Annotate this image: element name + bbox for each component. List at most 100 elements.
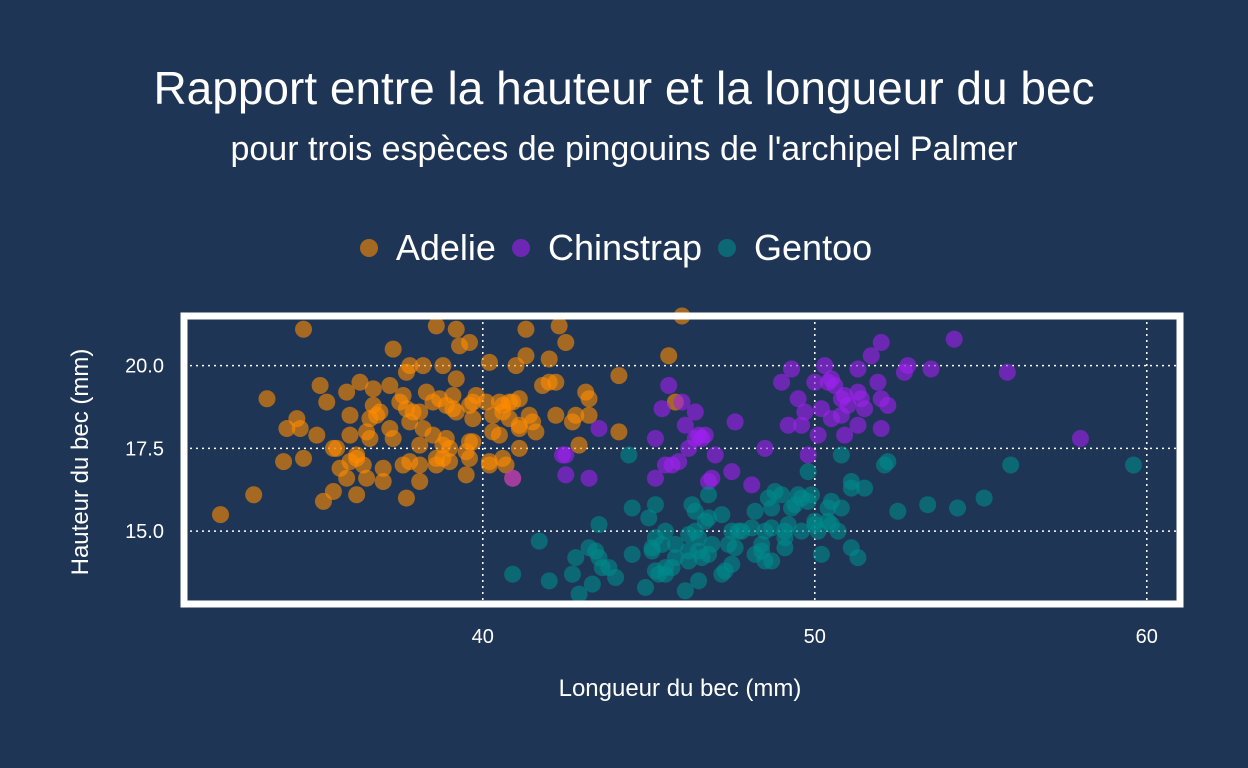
point-chinstrap xyxy=(783,360,801,378)
point-gentoo xyxy=(636,578,654,596)
point-chinstrap xyxy=(806,373,824,391)
point-adelie xyxy=(447,370,465,388)
point-chinstrap xyxy=(773,373,791,391)
point-gentoo xyxy=(656,522,674,540)
point-chinstrap xyxy=(756,439,774,457)
point-gentoo xyxy=(723,555,741,573)
point-adelie xyxy=(464,410,482,428)
point-adelie xyxy=(461,449,479,467)
point-chinstrap xyxy=(872,420,890,438)
point-gentoo xyxy=(583,575,601,593)
point-adelie xyxy=(547,406,565,424)
y-tick-label: 17.5 xyxy=(125,438,164,460)
point-adelie xyxy=(510,439,528,457)
point-chinstrap xyxy=(809,426,827,444)
point-gentoo xyxy=(653,535,671,553)
point-gentoo xyxy=(700,486,718,504)
point-gentoo xyxy=(607,569,625,587)
point-adelie xyxy=(348,486,366,504)
point-gentoo xyxy=(832,499,850,517)
x-tick-label: 60 xyxy=(1136,626,1158,648)
point-adelie xyxy=(447,403,465,421)
point-adelie xyxy=(374,473,392,491)
point-chinstrap xyxy=(849,360,867,378)
point-adelie xyxy=(580,406,598,424)
point-gentoo xyxy=(700,509,718,527)
point-gentoo xyxy=(666,549,684,567)
point-chinstrap xyxy=(789,390,807,408)
point-adelie xyxy=(527,423,545,441)
point-gentoo xyxy=(540,572,558,590)
point-adelie xyxy=(328,439,346,457)
point-adelie xyxy=(401,357,419,375)
point-adelie xyxy=(338,383,356,401)
chart-subtitle: pour trois espèces de pingouins de l'arc… xyxy=(230,130,1018,168)
point-adelie xyxy=(245,486,263,504)
point-gentoo xyxy=(949,499,967,517)
point-adelie xyxy=(324,482,342,500)
point-adelie xyxy=(480,353,498,371)
legend-key-adelie xyxy=(359,239,378,257)
point-adelie xyxy=(447,320,465,338)
point-adelie xyxy=(318,393,336,411)
point-adelie xyxy=(517,347,535,365)
point-chinstrap xyxy=(726,413,744,431)
point-gentoo xyxy=(567,549,585,567)
point-gentoo xyxy=(743,519,761,537)
point-chinstrap xyxy=(779,416,797,434)
x-tick-label: 50 xyxy=(804,626,826,648)
point-chinstrap xyxy=(856,400,874,418)
x-axis-ticks: 40 50 60 xyxy=(472,626,1158,648)
point-gentoo xyxy=(504,565,522,583)
point-adelie xyxy=(480,453,498,471)
point-adelie xyxy=(384,340,402,358)
legend: Adelie Chinstrap Gentoo xyxy=(0,224,1248,272)
point-gentoo xyxy=(919,496,937,514)
point-chinstrap xyxy=(796,403,814,421)
point-adelie xyxy=(540,350,558,368)
point-chinstrap xyxy=(862,347,880,365)
point-adelie xyxy=(434,357,452,375)
point-chinstrap xyxy=(723,463,741,481)
point-adelie xyxy=(358,469,376,487)
point-gentoo xyxy=(799,463,817,481)
point-chinstrap xyxy=(646,429,664,447)
legend-item-chinstrap: Chinstrap xyxy=(511,224,702,272)
point-adelie xyxy=(295,320,313,338)
point-chinstrap xyxy=(839,396,857,414)
point-adelie xyxy=(427,317,445,335)
point-adelie xyxy=(441,453,459,471)
point-gentoo xyxy=(1125,456,1143,474)
point-adelie xyxy=(461,333,479,351)
point-gentoo xyxy=(763,519,781,537)
point-adelie xyxy=(291,420,309,438)
point-adelie xyxy=(517,320,535,338)
point-gentoo xyxy=(779,516,797,534)
point-gentoo xyxy=(620,446,638,464)
legend-item-adelie: Adelie xyxy=(359,224,496,272)
point-chinstrap xyxy=(849,416,867,434)
point-chinstrap xyxy=(816,357,834,375)
point-adelie xyxy=(308,426,326,444)
point-adelie xyxy=(397,489,415,507)
point-adelie xyxy=(341,406,359,424)
point-chinstrap xyxy=(557,446,575,464)
point-chinstrap xyxy=(799,446,817,464)
point-adelie xyxy=(364,380,382,398)
point-chinstrap xyxy=(793,416,811,434)
y-tick-label: 15.0 xyxy=(125,521,164,543)
point-adelie xyxy=(610,423,628,441)
point-adelie xyxy=(351,373,369,391)
point-gentoo xyxy=(829,522,847,540)
point-adelie xyxy=(411,456,429,474)
point-adelie xyxy=(557,333,575,351)
point-chinstrap xyxy=(743,476,761,494)
point-adelie xyxy=(610,367,628,385)
point-gentoo xyxy=(676,582,694,600)
point-chinstrap xyxy=(504,469,522,487)
point-gentoo xyxy=(623,545,641,563)
point-chinstrap xyxy=(653,400,671,418)
point-chinstrap xyxy=(879,396,897,414)
point-adelie xyxy=(341,426,359,444)
point-gentoo xyxy=(889,502,907,520)
